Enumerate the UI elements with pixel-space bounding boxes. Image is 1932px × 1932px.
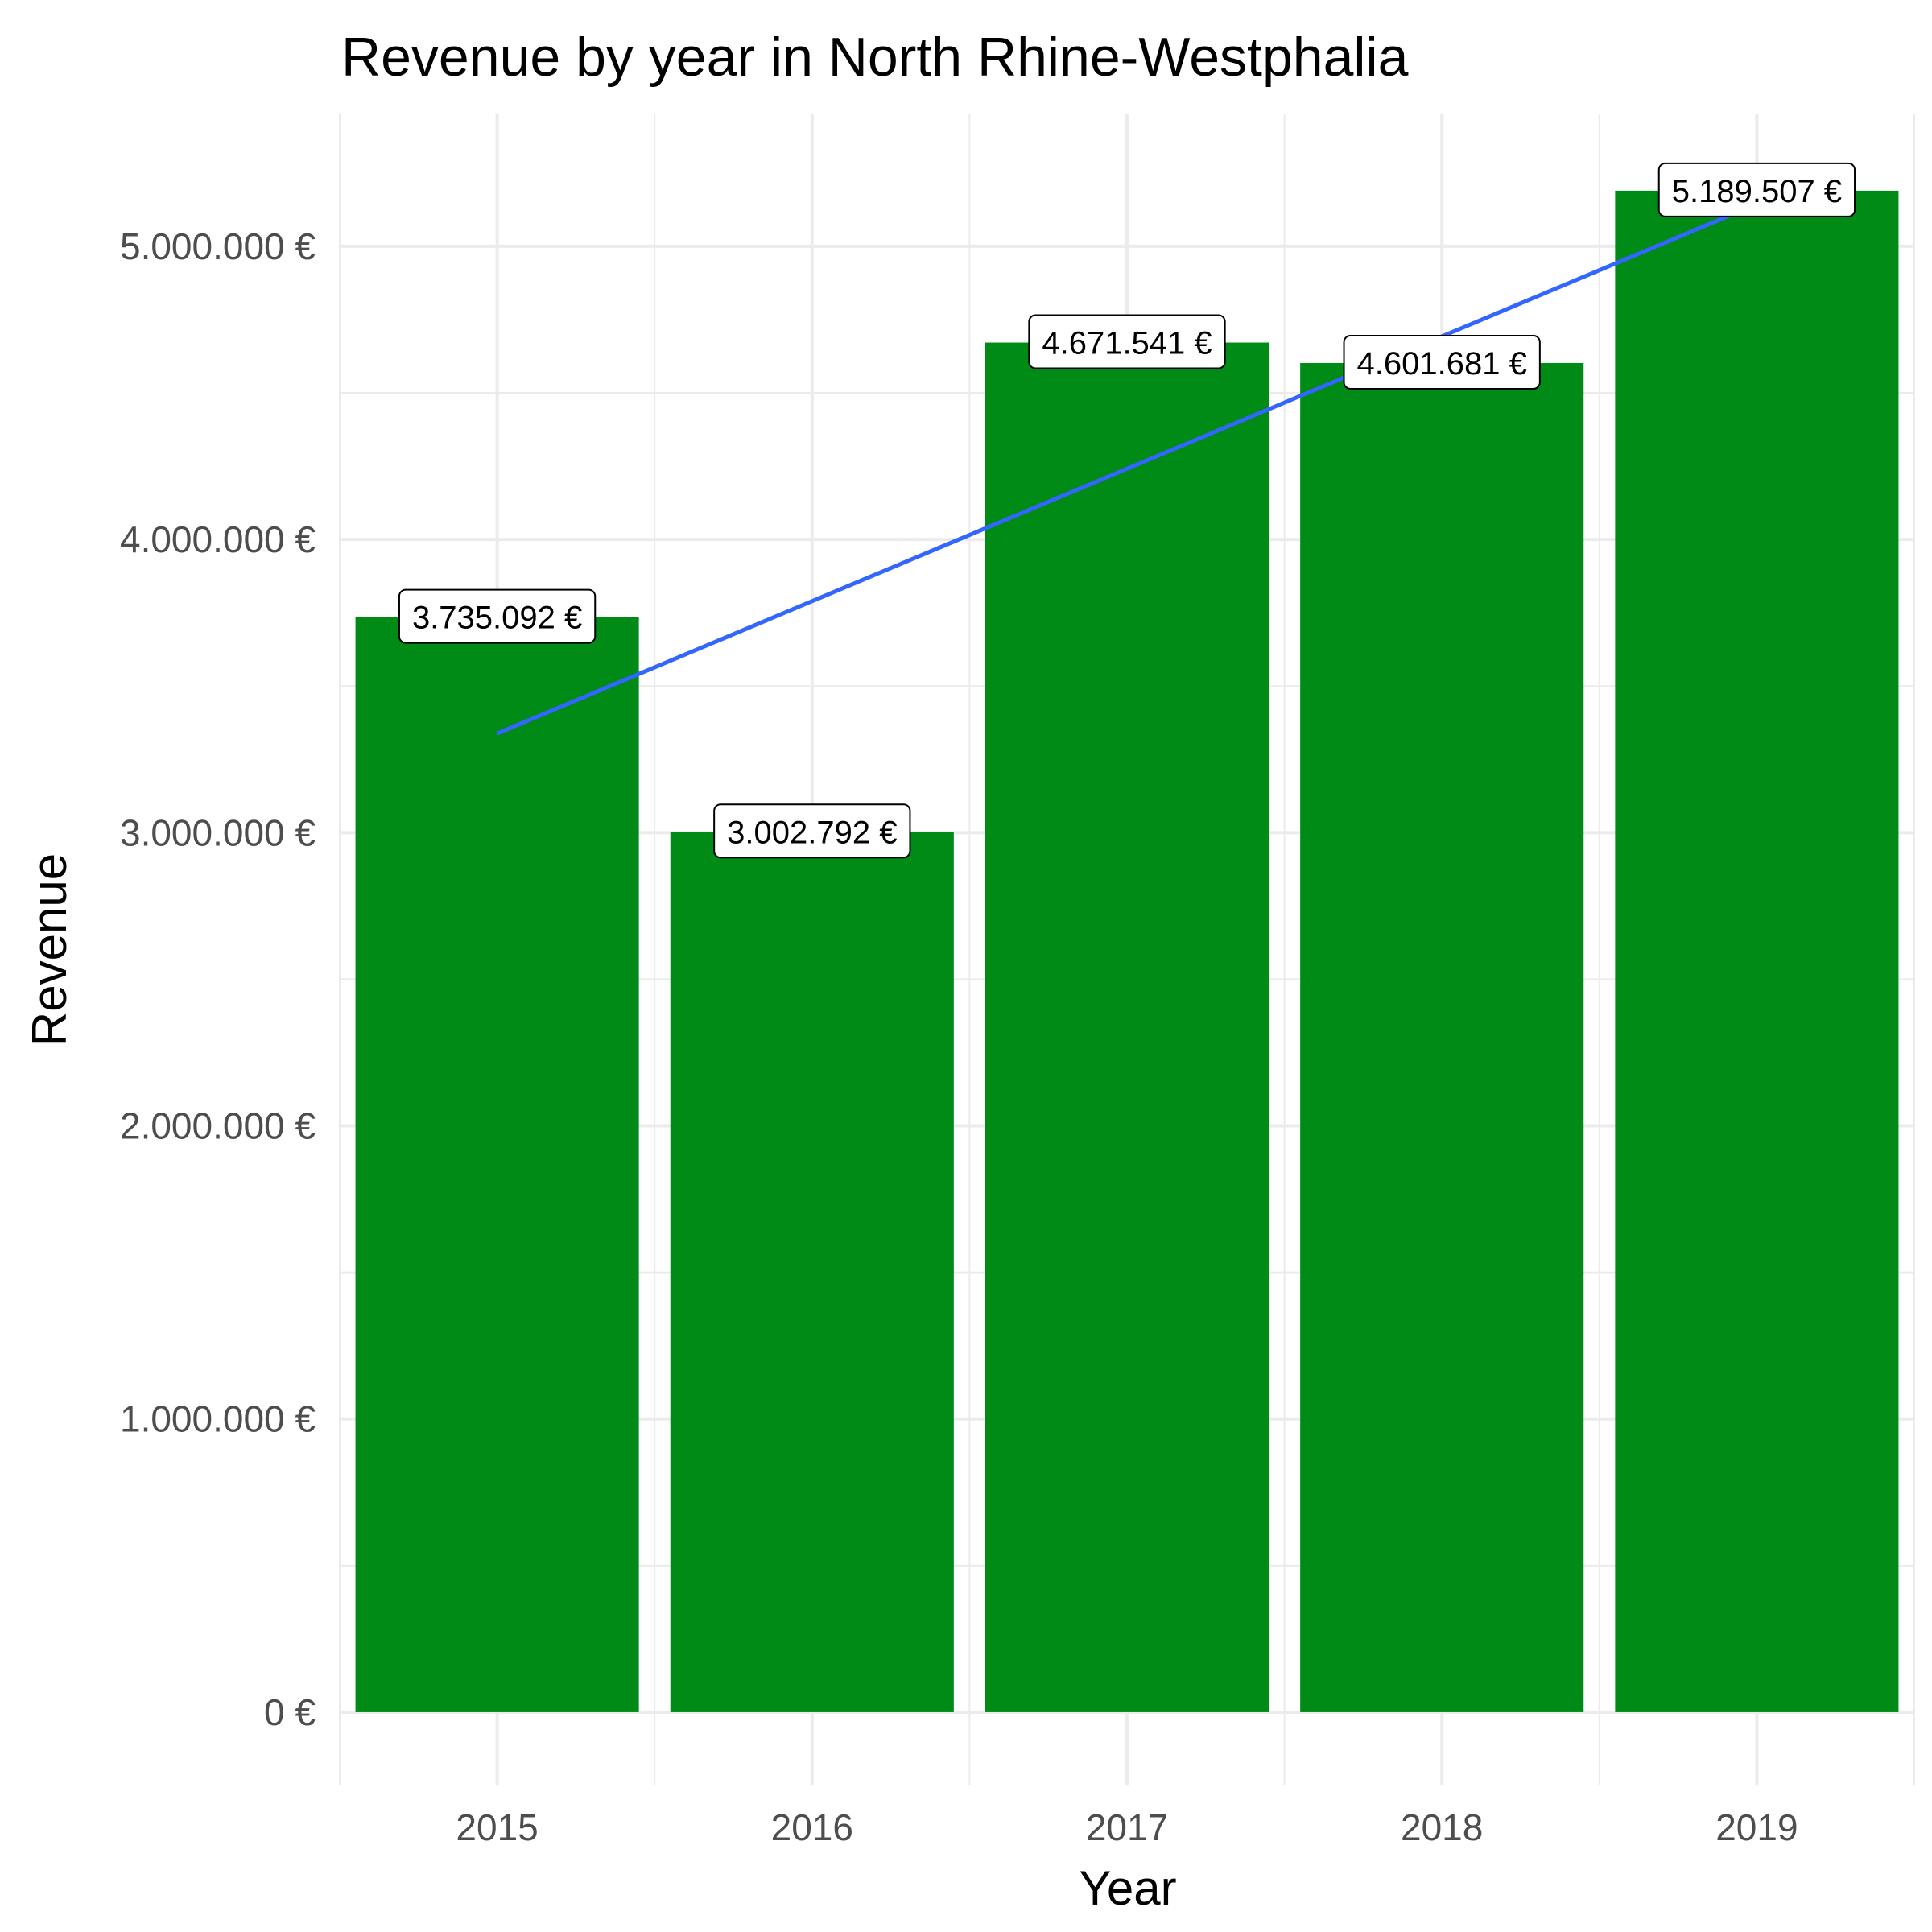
data-labels: 3.735.092 € 3.002.792 € 4.671.541 € 4.601.6… (398, 162, 1856, 859)
data-label-2018: 4.601.681 € (1343, 334, 1541, 390)
trend-line (496, 202, 1758, 736)
x-axis-title: Year (1079, 1861, 1176, 1915)
bars (355, 190, 1899, 1712)
x-axis-ticks: 2015 2016 2017 2018 2019 (456, 1806, 1798, 1848)
x-tick-label-2015: 2015 (456, 1806, 538, 1848)
data-label-text: 3.735.092 € (412, 601, 582, 636)
data-label-2019: 5.189.507 € (1657, 162, 1856, 217)
y-tick-label: 1.000.000 € (120, 1398, 316, 1440)
data-label-2015: 3.735.092 € (398, 588, 597, 644)
y-axis-title: Revenue (23, 853, 76, 1046)
bar-2015 (355, 617, 639, 1712)
x-tick-label-2017: 2017 (1086, 1806, 1168, 1848)
chart-title: Revenue by year in North Rhine-Westphali… (341, 27, 1409, 88)
data-label-2016: 3.002.792 € (713, 803, 911, 859)
data-label-box (713, 803, 911, 859)
y-tick-label: 3.000.000 € (120, 811, 316, 853)
data-label-box (1343, 334, 1541, 390)
bar-2016 (670, 832, 954, 1712)
data-label-2017: 4.671.541 € (1028, 314, 1226, 369)
data-label-text: 4.671.541 € (1042, 326, 1212, 361)
x-tick-label-2019: 2019 (1715, 1806, 1798, 1848)
data-label-text: 4.601.681 € (1357, 346, 1527, 382)
bar-2017 (985, 342, 1269, 1712)
data-label-box (1657, 162, 1856, 217)
x-tick-label-2018: 2018 (1401, 1806, 1483, 1848)
data-label-box (398, 588, 597, 644)
bar-2018 (1300, 362, 1584, 1712)
data-label-text: 3.002.792 € (727, 815, 897, 850)
data-label-box (1028, 314, 1226, 369)
y-axis-ticks: 0 € 1.000.000 € 2.000.000 € 3.000.000 € 4.00… (120, 225, 316, 1733)
x-tick-label-2016: 2016 (771, 1806, 853, 1848)
y-tick-label: 4.000.000 € (120, 518, 316, 560)
trend-line-group (496, 202, 1758, 736)
bar-2019 (1615, 190, 1899, 1712)
data-label-text: 5.189.507 € (1672, 174, 1842, 209)
y-tick-label: 2.000.000 € (120, 1105, 316, 1147)
y-tick-label: 0 € (264, 1691, 316, 1733)
y-tick-label: 5.000.000 € (120, 225, 316, 267)
